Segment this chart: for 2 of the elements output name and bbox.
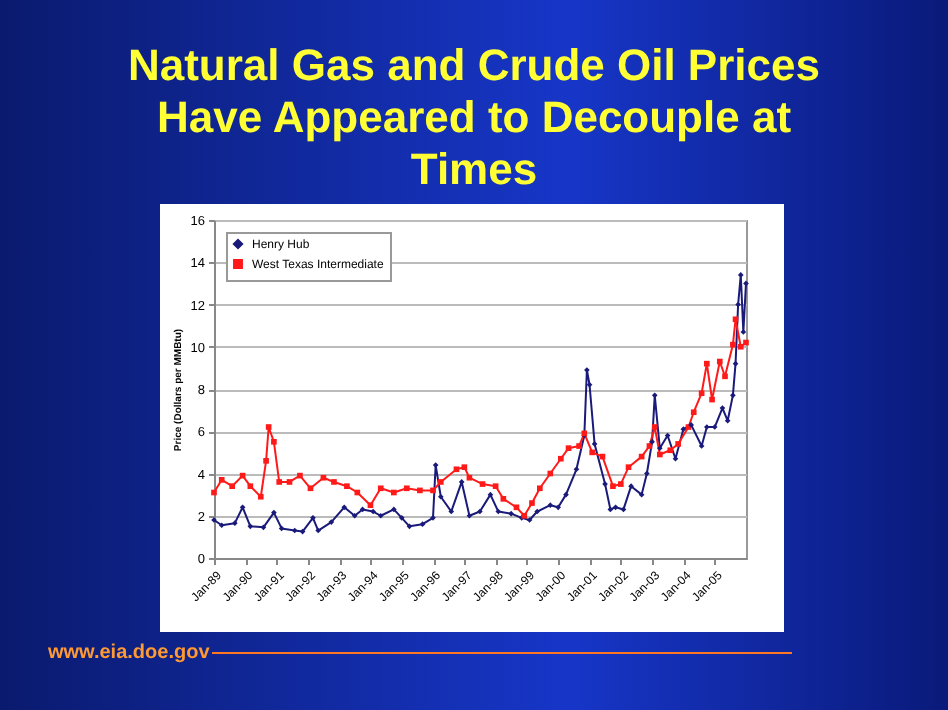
text: www.eia.doe.gov [48, 642, 210, 664]
chart-title: Natural Gas and Crude Oil Prices Have Appeared to Decouple at Times [125, 40, 822, 196]
